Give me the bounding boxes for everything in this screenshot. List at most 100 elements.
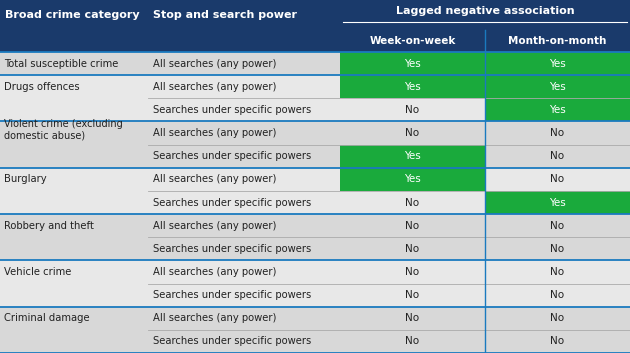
Text: Vehicle crime: Vehicle crime <box>4 267 71 277</box>
Bar <box>340 191 485 214</box>
Bar <box>148 121 340 145</box>
Text: Searches under specific powers: Searches under specific powers <box>153 197 311 208</box>
Text: Drugs offences: Drugs offences <box>4 82 79 92</box>
Bar <box>485 145 630 168</box>
Text: No: No <box>406 221 420 231</box>
Text: Searches under specific powers: Searches under specific powers <box>153 244 311 254</box>
Text: All searches (any power): All searches (any power) <box>153 313 277 323</box>
Text: Yes: Yes <box>404 82 421 92</box>
Text: Lagged negative association: Lagged negative association <box>396 6 575 16</box>
Text: No: No <box>406 244 420 254</box>
Bar <box>148 30 340 52</box>
Bar <box>0 121 148 145</box>
Text: No: No <box>551 221 564 231</box>
Text: All searches (any power): All searches (any power) <box>153 267 277 277</box>
Text: No: No <box>551 174 564 184</box>
Text: Month-on-month: Month-on-month <box>508 36 607 46</box>
Text: Yes: Yes <box>404 174 421 184</box>
Bar <box>0 283 148 307</box>
Bar <box>485 307 630 330</box>
Text: All searches (any power): All searches (any power) <box>153 174 277 184</box>
Text: Searches under specific powers: Searches under specific powers <box>153 105 311 115</box>
Text: Broad crime category: Broad crime category <box>5 10 140 20</box>
Bar <box>485 191 630 214</box>
Text: No: No <box>406 105 420 115</box>
Bar <box>148 214 340 237</box>
Bar <box>485 261 630 283</box>
Text: No: No <box>406 197 420 208</box>
Text: Week-on-week: Week-on-week <box>369 36 455 46</box>
Bar <box>340 0 630 30</box>
Bar <box>0 330 148 353</box>
Bar <box>340 214 485 237</box>
Text: Violent crime (excluding
domestic abuse): Violent crime (excluding domestic abuse) <box>4 119 123 140</box>
Text: Total susceptible crime: Total susceptible crime <box>4 59 118 68</box>
Bar <box>485 214 630 237</box>
Bar <box>148 191 340 214</box>
Text: No: No <box>551 267 564 277</box>
Text: No: No <box>551 313 564 323</box>
Bar <box>0 191 148 214</box>
Bar <box>148 168 340 191</box>
Text: No: No <box>406 128 420 138</box>
Bar <box>485 98 630 121</box>
Bar <box>340 145 485 168</box>
Text: Yes: Yes <box>549 197 566 208</box>
Bar <box>148 261 340 283</box>
Bar <box>340 237 485 261</box>
Text: No: No <box>551 336 564 346</box>
Bar <box>340 30 485 52</box>
Bar <box>485 121 630 145</box>
Bar <box>148 52 340 75</box>
Text: No: No <box>406 336 420 346</box>
Bar <box>340 283 485 307</box>
Text: Yes: Yes <box>549 105 566 115</box>
Bar <box>0 75 148 98</box>
Text: Yes: Yes <box>404 59 421 68</box>
Bar <box>148 145 340 168</box>
Text: Robbery and theft: Robbery and theft <box>4 221 94 231</box>
Bar <box>340 261 485 283</box>
Bar <box>0 307 148 330</box>
Text: Yes: Yes <box>404 151 421 161</box>
Text: All searches (any power): All searches (any power) <box>153 128 277 138</box>
Text: All searches (any power): All searches (any power) <box>153 59 277 68</box>
Text: Stop and search power: Stop and search power <box>153 10 297 20</box>
Text: Searches under specific powers: Searches under specific powers <box>153 336 311 346</box>
Bar <box>148 283 340 307</box>
Bar <box>0 237 148 261</box>
Bar <box>148 0 340 30</box>
Bar <box>0 145 148 168</box>
Bar <box>485 168 630 191</box>
Bar <box>0 261 148 283</box>
Bar <box>340 330 485 353</box>
Bar <box>148 75 340 98</box>
Bar <box>485 52 630 75</box>
Bar <box>340 307 485 330</box>
Text: All searches (any power): All searches (any power) <box>153 221 277 231</box>
Text: No: No <box>551 290 564 300</box>
Text: All searches (any power): All searches (any power) <box>153 82 277 92</box>
Text: Yes: Yes <box>549 82 566 92</box>
Bar <box>340 168 485 191</box>
Bar <box>0 98 148 121</box>
Bar <box>485 75 630 98</box>
Bar <box>148 330 340 353</box>
Bar <box>340 98 485 121</box>
Text: No: No <box>551 128 564 138</box>
Text: Burglary: Burglary <box>4 174 47 184</box>
Bar <box>485 283 630 307</box>
Bar <box>148 98 340 121</box>
Text: Searches under specific powers: Searches under specific powers <box>153 151 311 161</box>
Bar <box>0 0 148 30</box>
Text: No: No <box>551 151 564 161</box>
Text: No: No <box>406 313 420 323</box>
Bar <box>340 52 485 75</box>
Bar <box>0 214 148 237</box>
Text: No: No <box>551 244 564 254</box>
Bar <box>485 237 630 261</box>
Text: Criminal damage: Criminal damage <box>4 313 89 323</box>
Bar <box>485 30 630 52</box>
Bar <box>485 330 630 353</box>
Text: Yes: Yes <box>549 59 566 68</box>
